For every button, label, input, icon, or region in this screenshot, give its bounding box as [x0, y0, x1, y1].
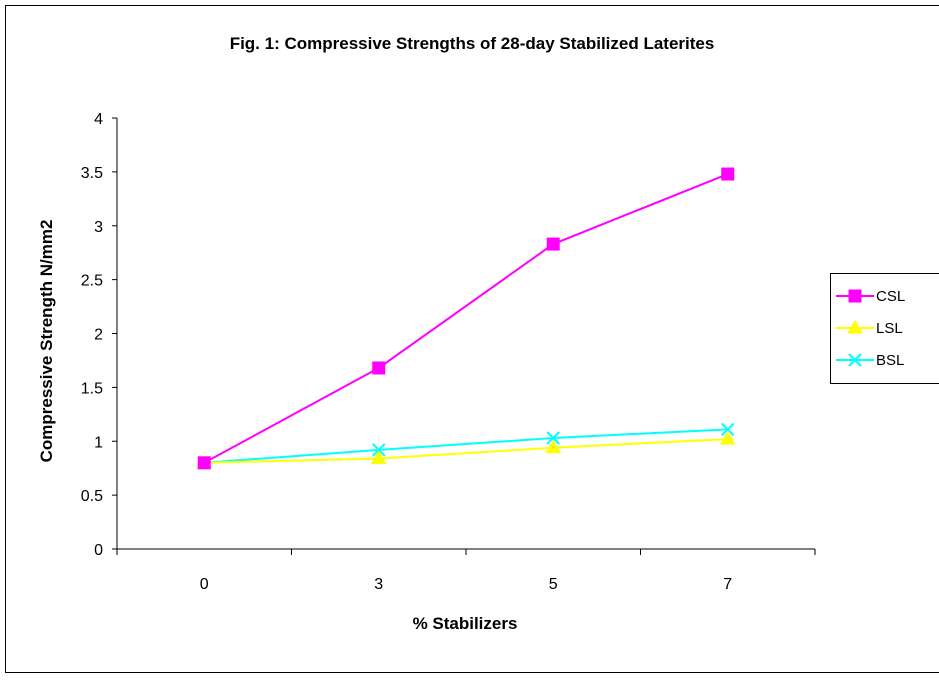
- y-tick-label: 3: [94, 219, 103, 236]
- y-tick-label: 2.5: [81, 273, 103, 290]
- x-tick-label: 3: [374, 576, 383, 593]
- legend-label: CSL: [876, 288, 905, 305]
- y-tick-label: 3.5: [81, 165, 103, 182]
- chart-title: Fig. 1: Compressive Strengths of 28-day …: [230, 34, 715, 53]
- y-tick-label: 1.5: [81, 380, 103, 397]
- legend: CSL LSL BSL: [831, 274, 939, 384]
- y-tick-label: 0: [94, 542, 103, 559]
- series-point: [849, 290, 861, 302]
- x-tick-label: 0: [200, 576, 209, 593]
- series-point: [373, 362, 385, 374]
- series-point: [722, 168, 734, 180]
- chart-border: [6, 6, 939, 673]
- y-tick-label: 0.5: [81, 488, 103, 505]
- y-axis-title: Compressive Strength N/mm2: [37, 220, 56, 463]
- x-tick-label: 5: [549, 576, 558, 593]
- series-point: [547, 238, 559, 250]
- y-tick-label: 2: [94, 327, 103, 344]
- series-point: [198, 457, 210, 469]
- legend-label: LSL: [876, 320, 903, 337]
- y-tick-label: 1: [94, 434, 103, 451]
- x-axis-title: % Stabilizers: [413, 614, 518, 633]
- legend-label: BSL: [876, 352, 904, 369]
- x-tick-label: 7: [723, 576, 732, 593]
- y-tick-label: 4: [94, 111, 103, 128]
